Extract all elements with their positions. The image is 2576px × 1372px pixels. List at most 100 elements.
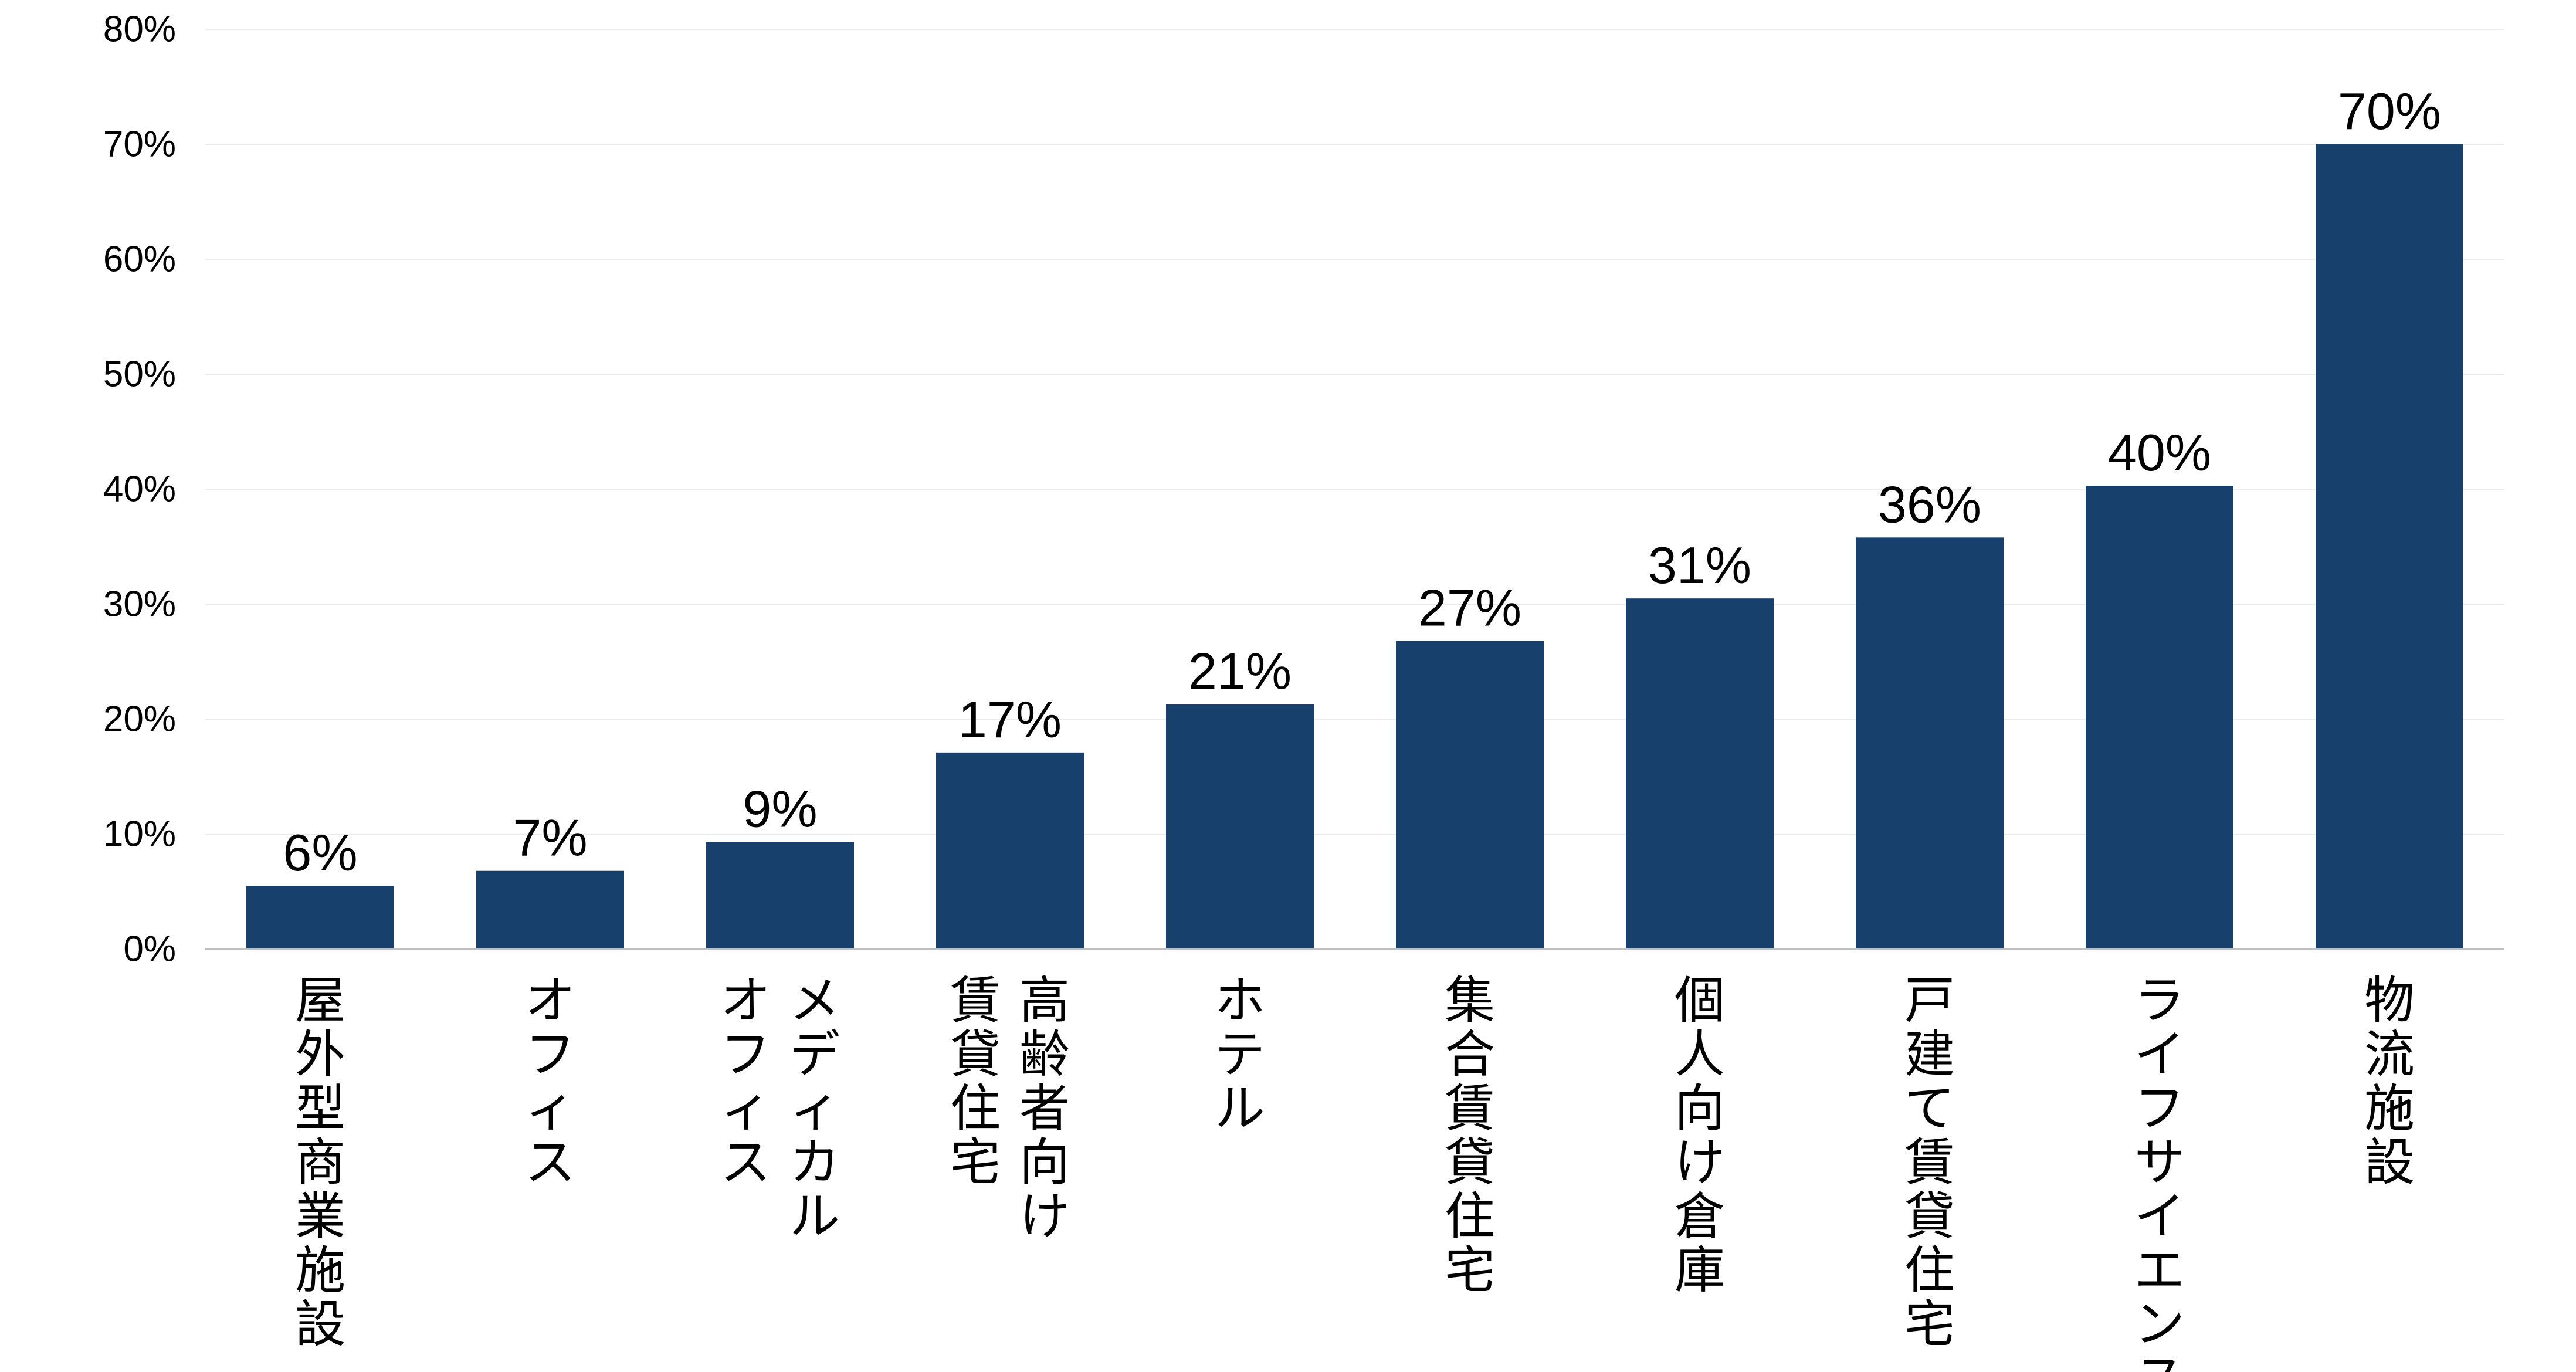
category-label-char: イ xyxy=(2134,1187,2185,1246)
y-axis-tick-labels: 0% 10% 20% 30% 40% 50% 60% 70% 80% xyxy=(103,9,176,970)
category-label-char: オ xyxy=(525,971,575,1030)
category-label-char: 施 xyxy=(295,1241,345,1300)
bar xyxy=(2086,486,2233,949)
category-label-char: 集 xyxy=(1445,971,1495,1030)
category-label-char: オ xyxy=(720,971,771,1030)
category-label: ホテル xyxy=(1215,971,1265,1138)
gridlines xyxy=(205,29,2504,835)
y-tick-label: 50% xyxy=(103,354,176,395)
category-label-char: 者 xyxy=(1019,1079,1070,1138)
category-label-char: 宅 xyxy=(950,1133,1001,1192)
bar xyxy=(1166,704,1314,949)
category-label-char: 型 xyxy=(295,1079,345,1138)
category-label-char: サ xyxy=(2134,1133,2185,1192)
category-label-char: ル xyxy=(789,1187,840,1246)
category-label-char: 物 xyxy=(2364,971,2415,1030)
category-label-char: ン xyxy=(2134,1295,2185,1354)
category-label-char: 合 xyxy=(1445,1025,1495,1084)
category-label-char: ス xyxy=(720,1133,771,1192)
category-label-char: 賃 xyxy=(1445,1079,1495,1138)
y-tick-label: 0% xyxy=(123,929,176,970)
category-label-char: ル xyxy=(1215,1079,1265,1138)
category-label-char: メ xyxy=(789,971,840,1030)
bar xyxy=(706,842,854,949)
data-labels: 6% 7% 9% 17% 21% 27% 31% 36% 40% 70% xyxy=(283,82,2441,882)
category-label-char: 屋 xyxy=(295,971,345,1030)
category-label-char: イ xyxy=(2134,1025,2185,1084)
bar xyxy=(1856,537,2004,949)
bar xyxy=(1626,598,1774,949)
category-label-char: 宅 xyxy=(1904,1295,1955,1354)
category-label-char: 向 xyxy=(1019,1133,1070,1192)
category-label-char: 住 xyxy=(1904,1241,1955,1300)
category-label-char: 住 xyxy=(950,1079,1001,1138)
category-label-char: ス xyxy=(2134,1349,2185,1372)
category-label-char: 貸 xyxy=(1904,1187,1955,1246)
category-label-char: け xyxy=(1019,1187,1070,1246)
bar xyxy=(2316,144,2463,949)
category-label-char: 設 xyxy=(2364,1133,2415,1192)
category-label-char: 賃 xyxy=(950,971,1001,1030)
category-label-char: 倉 xyxy=(1675,1187,1725,1246)
category-label: ライフサイエンス xyxy=(2134,971,2185,1372)
category-label-char: ィ xyxy=(789,1079,840,1138)
category-label-char: ラ xyxy=(2134,971,2185,1030)
category-label-char: 齢 xyxy=(1019,1025,1070,1084)
category-label-char: ィ xyxy=(720,1079,771,1138)
bar xyxy=(246,886,394,949)
data-label: 6% xyxy=(283,824,357,882)
category-label-char: 宅 xyxy=(1445,1241,1495,1300)
category-label-char: フ xyxy=(720,1025,771,1084)
y-tick-label: 70% xyxy=(103,124,176,165)
category-label-char: 賃 xyxy=(1904,1133,1955,1192)
bar xyxy=(476,870,624,949)
y-tick-label: 60% xyxy=(103,239,176,280)
category-label-char: 庫 xyxy=(1675,1241,1725,1300)
category-label-char: フ xyxy=(525,1025,575,1084)
category-label-char: 向 xyxy=(1675,1079,1725,1138)
y-tick-label: 30% xyxy=(103,584,176,625)
category-label-char: エ xyxy=(2134,1241,2185,1300)
category-label-char: 戸 xyxy=(1904,971,1955,1030)
category-label-char: て xyxy=(1904,1079,1955,1138)
data-label: 40% xyxy=(2108,424,2211,482)
category-label-char: カ xyxy=(789,1133,840,1192)
bars xyxy=(246,144,2463,949)
category-label-char: ス xyxy=(525,1133,575,1192)
category-label-char: 個 xyxy=(1675,971,1725,1030)
y-tick-label: 80% xyxy=(103,9,176,50)
category-label-char: ィ xyxy=(525,1079,575,1138)
category-label-char: 貸 xyxy=(1445,1133,1495,1192)
data-label: 9% xyxy=(743,780,817,838)
category-label-char: 外 xyxy=(295,1025,345,1084)
data-label: 70% xyxy=(2338,82,2441,140)
category-label-char: け xyxy=(1675,1133,1725,1192)
category-label-char: 施 xyxy=(2364,1079,2415,1138)
category-label-char: 人 xyxy=(1675,1025,1725,1084)
data-label: 27% xyxy=(1418,579,1521,637)
data-label: 36% xyxy=(1878,475,1981,533)
data-label: 17% xyxy=(958,690,1062,748)
category-label-char: 流 xyxy=(2364,1025,2415,1084)
category-label-char: ホ xyxy=(1215,971,1265,1030)
y-tick-label: 10% xyxy=(103,814,176,855)
y-tick-label: 20% xyxy=(103,699,176,740)
category-label-char: 建 xyxy=(1904,1025,1955,1084)
category-label-char: フ xyxy=(2134,1079,2185,1138)
bar xyxy=(936,752,1084,949)
data-label: 7% xyxy=(513,809,587,867)
bar xyxy=(1396,641,1544,949)
category-label-char: 貸 xyxy=(950,1025,1001,1084)
data-label: 21% xyxy=(1188,642,1292,700)
category-label-char: 業 xyxy=(295,1187,345,1246)
category-label-char: 商 xyxy=(295,1133,345,1192)
